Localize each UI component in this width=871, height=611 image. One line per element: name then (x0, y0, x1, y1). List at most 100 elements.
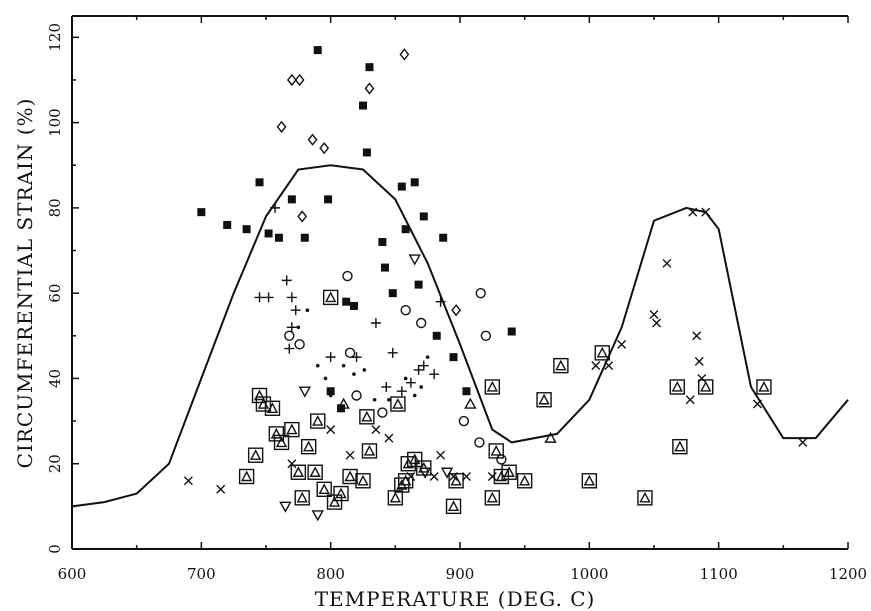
point-filled-square (507, 327, 516, 336)
y-tick-label: 0 (46, 544, 64, 554)
point-box (284, 421, 300, 438)
point-box (355, 473, 371, 489)
point-box-triangle (447, 500, 460, 512)
point-filled-square (300, 233, 309, 242)
point-box (359, 409, 375, 425)
point-box (445, 498, 462, 515)
point-box (342, 468, 358, 485)
point-dot (372, 397, 377, 402)
x-tick-label: 700 (187, 565, 216, 583)
point-boxed-triangle (445, 498, 462, 515)
point-open-triangle-down (408, 254, 421, 266)
point-dot (341, 363, 346, 368)
point-box-triangle (486, 491, 498, 503)
point-box (484, 490, 501, 506)
point-box (594, 345, 610, 361)
y-tick-label: 20 (46, 454, 64, 473)
point-box-triangle (400, 474, 412, 486)
point-box-triangle (495, 470, 508, 482)
point-boxed-triangle (273, 434, 290, 451)
point-plus (351, 352, 362, 363)
point-box (310, 413, 326, 429)
point-box (488, 443, 504, 459)
point-plus (387, 347, 398, 358)
point-box (255, 396, 272, 412)
series-plus (254, 202, 446, 397)
point-boxed-triangle (290, 464, 307, 480)
point-box-triangle (296, 491, 308, 503)
point-plus (290, 305, 301, 316)
point-plus (370, 318, 381, 329)
point-box (407, 451, 423, 468)
point-open-triangle-down (279, 501, 292, 513)
point-boxed-triangle (698, 379, 714, 395)
point-box-triangle (389, 491, 401, 503)
x-tick-label: 900 (446, 565, 475, 583)
point-box (501, 464, 517, 480)
point-cross (384, 433, 394, 443)
point-boxed-triangle (268, 426, 285, 442)
point-box (581, 473, 598, 489)
point-box (247, 447, 264, 463)
point-boxed-triangle (553, 357, 569, 374)
point-cross (694, 356, 704, 366)
point-cross (326, 425, 336, 435)
point-box-triangle (596, 346, 608, 358)
point-dot (419, 385, 424, 389)
point-cross (617, 339, 627, 349)
point-filled-square (414, 280, 423, 289)
point-boxed-triangle (669, 379, 685, 395)
point-filled-square (380, 263, 389, 272)
point-cross (406, 472, 416, 482)
point-box-triangle (318, 483, 330, 495)
point-box (307, 464, 323, 480)
point-boxed-triangle (407, 451, 423, 468)
y-tick-label: 100 (46, 108, 64, 137)
point-box-triangle (253, 389, 266, 401)
point-box-triangle (409, 453, 421, 465)
point-open-circle (480, 330, 492, 341)
point-boxed-triangle (307, 464, 323, 480)
point-open-circle (294, 339, 305, 350)
point-box-triangle (292, 466, 304, 477)
y-tick-label: 40 (46, 369, 64, 388)
point-filled-square (349, 301, 358, 310)
point-plus (435, 296, 446, 307)
point-boxed-triangle (501, 464, 517, 480)
point-box-triangle (312, 415, 324, 426)
point-filled-square (287, 195, 296, 204)
point-cross (604, 361, 614, 371)
point-box (322, 289, 339, 306)
point-plus (418, 360, 429, 371)
point-cross (183, 476, 193, 486)
point-boxed-triangle (488, 443, 504, 459)
point-box-triangle (328, 496, 341, 507)
point-boxed-triangle (516, 473, 533, 489)
point-filled-square (326, 387, 335, 396)
point-plus (270, 202, 281, 213)
point-box (484, 379, 501, 395)
axes: 600 700 800 900 1000 1100 1200 0 20 40 60 80 100 120 (46, 15, 867, 583)
point-box (756, 379, 772, 395)
point-box (672, 438, 688, 455)
point-boxed-triangle (294, 490, 310, 506)
point-dot (328, 393, 333, 398)
point-box (294, 490, 310, 506)
point-box-triangle (503, 466, 515, 477)
point-dot (305, 308, 310, 313)
point-filled-square (432, 331, 441, 340)
point-box-triangle (700, 380, 712, 392)
point-box (390, 396, 406, 412)
point-boxed-triangle (238, 468, 255, 485)
point-box (553, 357, 569, 374)
point-open-circle (377, 407, 388, 418)
point-filled-square (342, 297, 351, 306)
point-open-diamond (307, 133, 318, 146)
point-filled-square (365, 63, 374, 72)
point-box-triangle (266, 402, 279, 413)
point-boxed-triangle (310, 413, 326, 429)
point-boxed-triangle (361, 443, 378, 459)
point-filled-square (439, 233, 448, 242)
point-cross (652, 318, 662, 328)
envelope-line (71, 164, 849, 508)
